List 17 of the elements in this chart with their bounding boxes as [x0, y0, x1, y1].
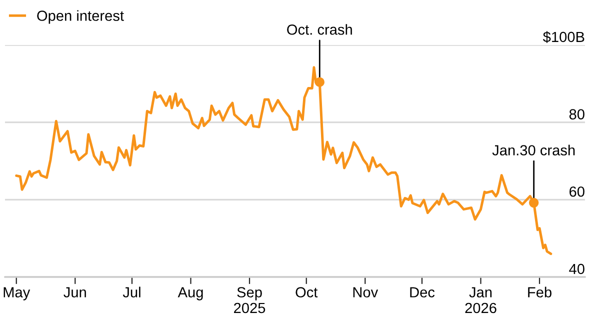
x-tick-label: Feb: [528, 286, 552, 298]
x-tick-label: Nov: [353, 287, 378, 298]
x-tick-label: Jul: [122, 286, 140, 298]
x-tick-label: Jun: [64, 287, 86, 298]
y-tick-label: 60: [570, 186, 584, 197]
annotation: Oct. crash: [287, 24, 352, 35]
legend-label: Open interest: [37, 10, 124, 24]
annotation: Jan.30 crash: [492, 144, 575, 156]
x-tick-label: Jan 2026: [465, 287, 496, 314]
x-tick-label: May: [4, 287, 30, 300]
x-tick-label: Aug: [178, 287, 203, 300]
y-tick-label: 40: [569, 264, 584, 274]
x-tick-label: Oct: [296, 287, 318, 298]
y-tick-label: 80: [569, 109, 584, 120]
x-tick-label: Dec: [410, 287, 435, 298]
y-tick-label: $100B: [542, 31, 584, 43]
x-tick-label: Sep 2025: [234, 287, 266, 314]
